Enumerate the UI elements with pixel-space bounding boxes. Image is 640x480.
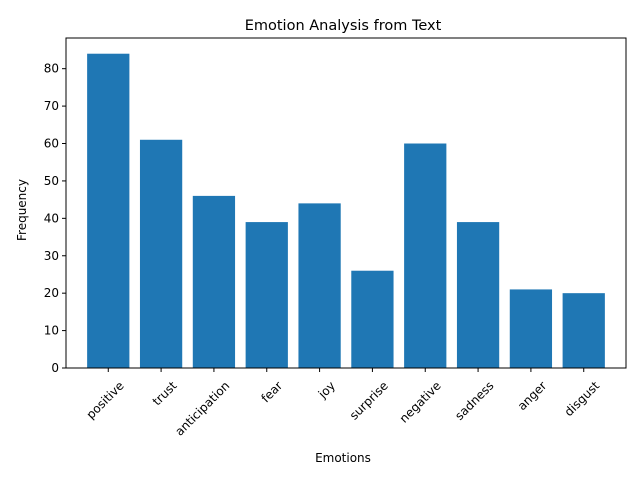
x-axis-label: Emotions: [315, 451, 371, 465]
bar-negative: [404, 143, 447, 368]
bar-fear: [245, 222, 288, 368]
y-tick-label: 80: [44, 62, 59, 76]
bar-anticipation: [192, 195, 236, 368]
bar-disgust: [562, 293, 605, 368]
y-axis-label: Frequency: [15, 179, 29, 241]
plot-frame: [65, 37, 627, 369]
bar-surprise: [351, 270, 394, 368]
y-tick-label: 20: [44, 286, 59, 300]
y-tick-label: 40: [44, 211, 59, 225]
y-tick-label: 50: [44, 174, 59, 188]
y-tick-label: 10: [44, 324, 59, 338]
chart-title: Emotion Analysis from Text: [245, 18, 442, 34]
bar-trust: [139, 139, 183, 368]
y-tick-label: 70: [44, 99, 59, 113]
y-tick-label: 60: [44, 137, 59, 151]
bar-sadness: [456, 222, 500, 368]
bar-joy: [298, 203, 341, 368]
bars-group: [87, 53, 605, 368]
y-tick-label: 30: [44, 249, 59, 263]
bar-positive: [87, 53, 130, 368]
bar-anger: [509, 289, 553, 368]
y-tick-label: 0: [51, 361, 59, 375]
y-axis-ticks: 0 10 20 30 40 50 60 70 80: [44, 62, 66, 375]
